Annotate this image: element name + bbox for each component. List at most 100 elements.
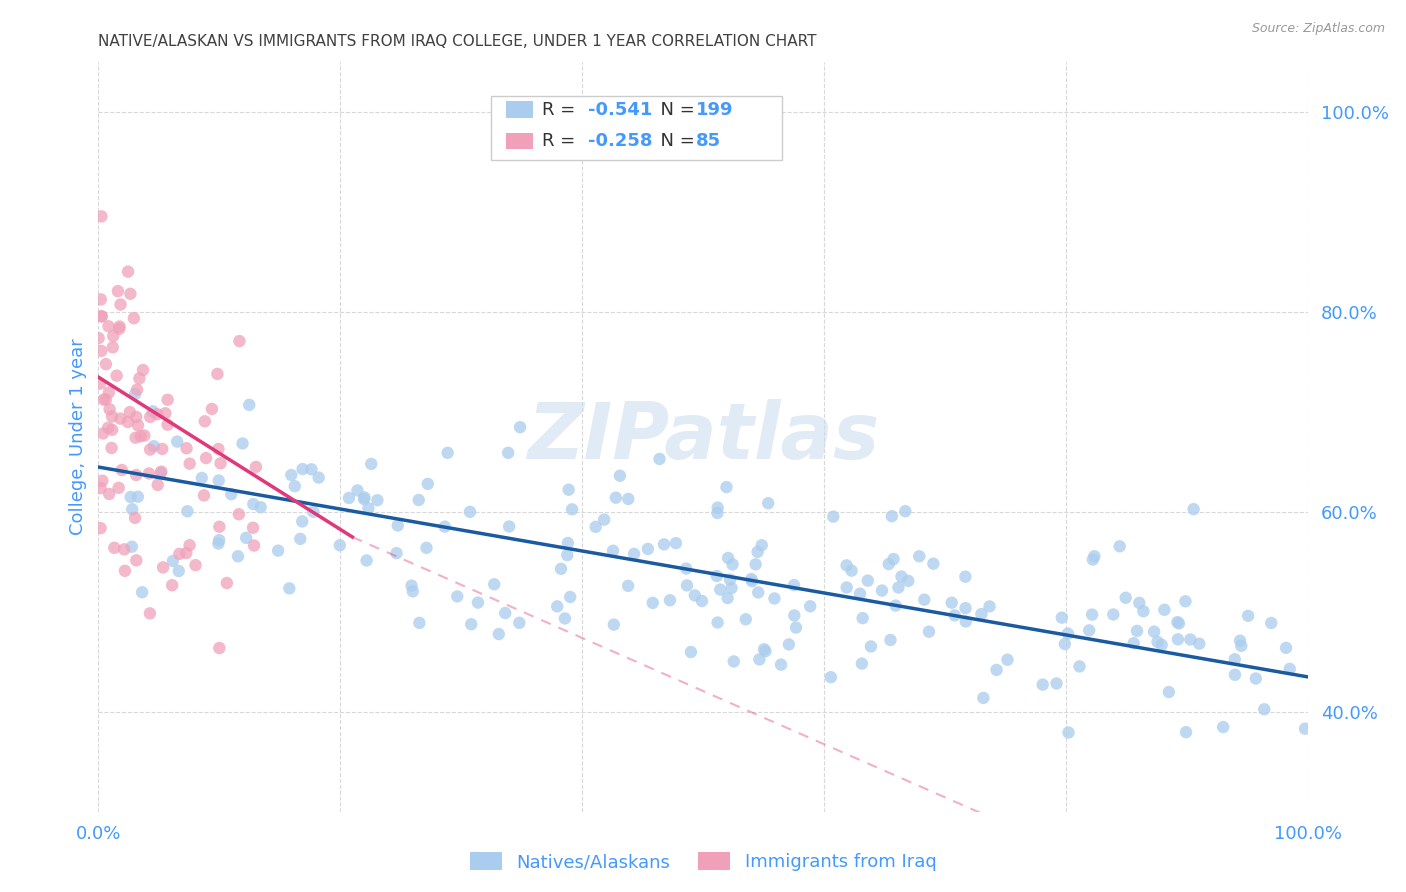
Point bbox=[207, 442, 229, 456]
Point bbox=[385, 546, 408, 560]
Point bbox=[1175, 725, 1198, 739]
Point bbox=[1223, 652, 1246, 666]
Point bbox=[706, 506, 728, 520]
Point bbox=[90, 343, 112, 358]
Point bbox=[98, 402, 121, 417]
Point bbox=[554, 611, 576, 625]
Point bbox=[1188, 637, 1211, 651]
Point bbox=[623, 547, 645, 561]
Point bbox=[118, 405, 141, 419]
Point bbox=[918, 624, 941, 639]
Point bbox=[1182, 502, 1205, 516]
Point bbox=[709, 582, 731, 597]
Point bbox=[160, 578, 183, 592]
Point bbox=[101, 340, 124, 354]
Point bbox=[90, 293, 112, 307]
Point bbox=[1157, 685, 1180, 699]
Point bbox=[121, 540, 143, 554]
Point bbox=[585, 520, 607, 534]
Point bbox=[720, 581, 742, 595]
Point bbox=[1260, 615, 1282, 630]
Point bbox=[360, 457, 382, 471]
Point bbox=[401, 579, 423, 593]
Point bbox=[1115, 591, 1137, 605]
Point bbox=[1143, 624, 1166, 639]
Point bbox=[120, 490, 142, 504]
Point bbox=[103, 329, 125, 343]
Point bbox=[291, 515, 314, 529]
Point bbox=[972, 690, 994, 705]
Point bbox=[851, 657, 873, 671]
Point bbox=[890, 569, 912, 583]
Text: ZIPatlas: ZIPatlas bbox=[527, 399, 879, 475]
Point bbox=[193, 488, 215, 502]
Point bbox=[129, 429, 152, 443]
Text: -0.258: -0.258 bbox=[588, 132, 652, 150]
Point bbox=[941, 596, 963, 610]
Point bbox=[91, 474, 114, 488]
Point bbox=[870, 583, 893, 598]
Point bbox=[561, 502, 583, 516]
Point bbox=[329, 538, 352, 552]
Point bbox=[207, 536, 229, 550]
Point bbox=[117, 265, 139, 279]
Point bbox=[778, 637, 800, 651]
Point bbox=[1230, 639, 1253, 653]
Point bbox=[100, 441, 122, 455]
Point bbox=[98, 487, 121, 501]
Point bbox=[785, 621, 807, 635]
Point bbox=[706, 500, 728, 515]
Point bbox=[494, 606, 516, 620]
Point bbox=[609, 468, 631, 483]
Point bbox=[117, 415, 139, 429]
Point bbox=[460, 617, 482, 632]
Point bbox=[101, 409, 124, 424]
Point bbox=[897, 574, 920, 588]
Point bbox=[602, 543, 624, 558]
Point bbox=[142, 404, 165, 418]
Legend: Natives/Alaskans, Immigrants from Iraq: Natives/Alaskans, Immigrants from Iraq bbox=[463, 846, 943, 879]
Point bbox=[1057, 626, 1080, 640]
Point bbox=[721, 558, 744, 572]
Point bbox=[922, 557, 945, 571]
Point bbox=[675, 561, 697, 575]
Point bbox=[149, 466, 172, 480]
Point bbox=[195, 450, 218, 465]
Point bbox=[718, 573, 741, 587]
Point bbox=[127, 418, 149, 433]
Point bbox=[488, 627, 510, 641]
Point bbox=[226, 549, 249, 564]
Point bbox=[387, 518, 409, 533]
Point bbox=[748, 652, 770, 666]
Point bbox=[169, 547, 191, 561]
Point bbox=[557, 536, 579, 550]
Point bbox=[482, 577, 505, 591]
Text: 85: 85 bbox=[696, 132, 721, 150]
Point bbox=[823, 509, 845, 524]
Point bbox=[1102, 607, 1125, 622]
Point bbox=[142, 439, 165, 453]
Point bbox=[346, 483, 368, 498]
Point bbox=[228, 334, 250, 348]
Point bbox=[125, 468, 148, 483]
Bar bbox=[506, 102, 533, 118]
Text: N =: N = bbox=[648, 101, 700, 119]
Point bbox=[176, 442, 198, 456]
Point bbox=[986, 663, 1008, 677]
Point bbox=[970, 607, 993, 621]
Point bbox=[1229, 633, 1251, 648]
Point bbox=[1132, 604, 1154, 618]
Point bbox=[717, 591, 740, 605]
Point bbox=[835, 581, 858, 595]
Point bbox=[108, 322, 131, 336]
Point bbox=[139, 409, 162, 424]
Point bbox=[799, 599, 821, 614]
Point bbox=[131, 585, 153, 599]
Point bbox=[955, 570, 977, 584]
Point bbox=[1069, 659, 1091, 673]
Point bbox=[557, 483, 579, 497]
Point bbox=[546, 599, 568, 614]
Bar bbox=[506, 133, 533, 149]
Point bbox=[747, 585, 769, 599]
Point bbox=[979, 599, 1001, 614]
